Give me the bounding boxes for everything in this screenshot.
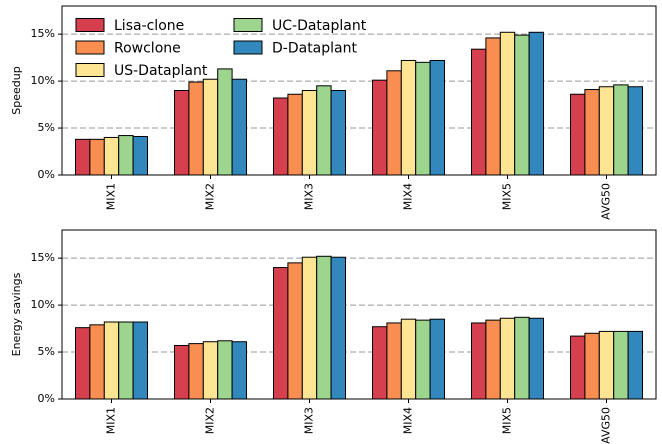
bar [301,256,318,400]
bar [188,343,204,400]
bar [287,262,303,400]
bar [499,317,516,400]
bar [485,319,501,400]
bar [570,335,586,400]
x-tick-label: MIX4 [402,183,415,210]
x-tick-label: AVG50 [600,407,613,444]
bar [429,59,446,176]
x-tick-label: MIX3 [303,183,316,210]
bar [89,324,105,400]
bar [528,317,544,400]
y-tick-label: 15% [31,251,55,264]
legend: Lisa-clone Rowclone US-Dataplant UC-Datapla… [75,18,367,79]
bar [301,90,318,176]
plot-frame [61,5,657,176]
x-tick-label: MIX2 [204,407,217,434]
y-tick-label: 5% [38,121,55,134]
bar [514,34,530,176]
legend-swatch [233,18,263,32]
bar [217,340,233,400]
bar [415,61,431,176]
bar [499,31,516,176]
x-tick-label: MIX3 [303,407,316,434]
bar [613,84,629,176]
y-axis-label: Speedup [10,66,23,114]
bar [386,70,402,176]
legend-swatch [233,40,263,55]
bar [386,322,402,400]
x-tick-label: MIX5 [501,407,514,434]
bar [174,90,190,176]
x-tick-label: MIX5 [501,183,514,210]
bar [287,93,303,176]
y-tick-label: 5% [38,345,55,358]
bar [400,318,417,400]
legend-label: US-Dataplant [114,63,208,79]
bar [471,48,487,176]
bar [598,86,615,176]
legend-swatch [75,18,105,32]
y-tick-label: 0% [38,392,55,405]
x-tick-label: AVG50 [600,183,613,220]
bar [89,138,105,176]
y-tick-label: 10% [31,74,55,87]
bar [118,135,134,176]
bar [415,319,431,400]
bar [330,90,347,176]
bar [613,330,629,400]
legend-label: D-Dataplant [272,41,357,57]
bar [400,59,417,176]
bar [330,256,347,400]
bar [528,31,544,176]
x-tick-label: MIX4 [402,407,415,434]
bar [174,344,190,400]
legend-swatch [75,63,105,77]
bar [598,330,615,400]
bar [485,37,501,176]
bar [75,138,91,176]
y-tick-label: 15% [31,27,55,40]
bar [316,255,332,400]
bar [75,327,91,400]
bar [372,326,388,400]
x-tick-label: MIX2 [204,183,217,210]
bar [202,341,219,400]
legend-label: Rowclone [114,41,181,57]
legend-swatch [75,40,105,55]
bar [273,97,289,176]
y-axis-label: Energy savings [10,272,23,356]
legend-label: UC-Dataplant [272,18,367,34]
bar [627,86,643,176]
y-tick-label: 10% [31,298,55,311]
bar [514,316,530,400]
y-tick-label: 0% [38,168,55,181]
bar [103,321,120,400]
bar [273,267,289,400]
bar [570,93,586,176]
bar [372,79,388,176]
x-tick-label: MIX1 [105,183,118,210]
bar [231,341,248,400]
bar [217,68,233,176]
bar [471,322,487,400]
bar [132,321,149,400]
bar [132,136,149,176]
x-tick-label: MIX1 [105,407,118,434]
plot-frame [61,229,657,400]
bar [118,321,134,400]
bar [103,136,120,176]
bar [627,330,643,400]
bar [316,85,332,176]
bar [584,332,600,400]
bar [231,78,248,176]
bar [429,318,446,400]
legend-label: Lisa-clone [114,18,184,34]
bar [188,81,204,176]
bar [584,89,600,176]
bar [202,78,219,176]
